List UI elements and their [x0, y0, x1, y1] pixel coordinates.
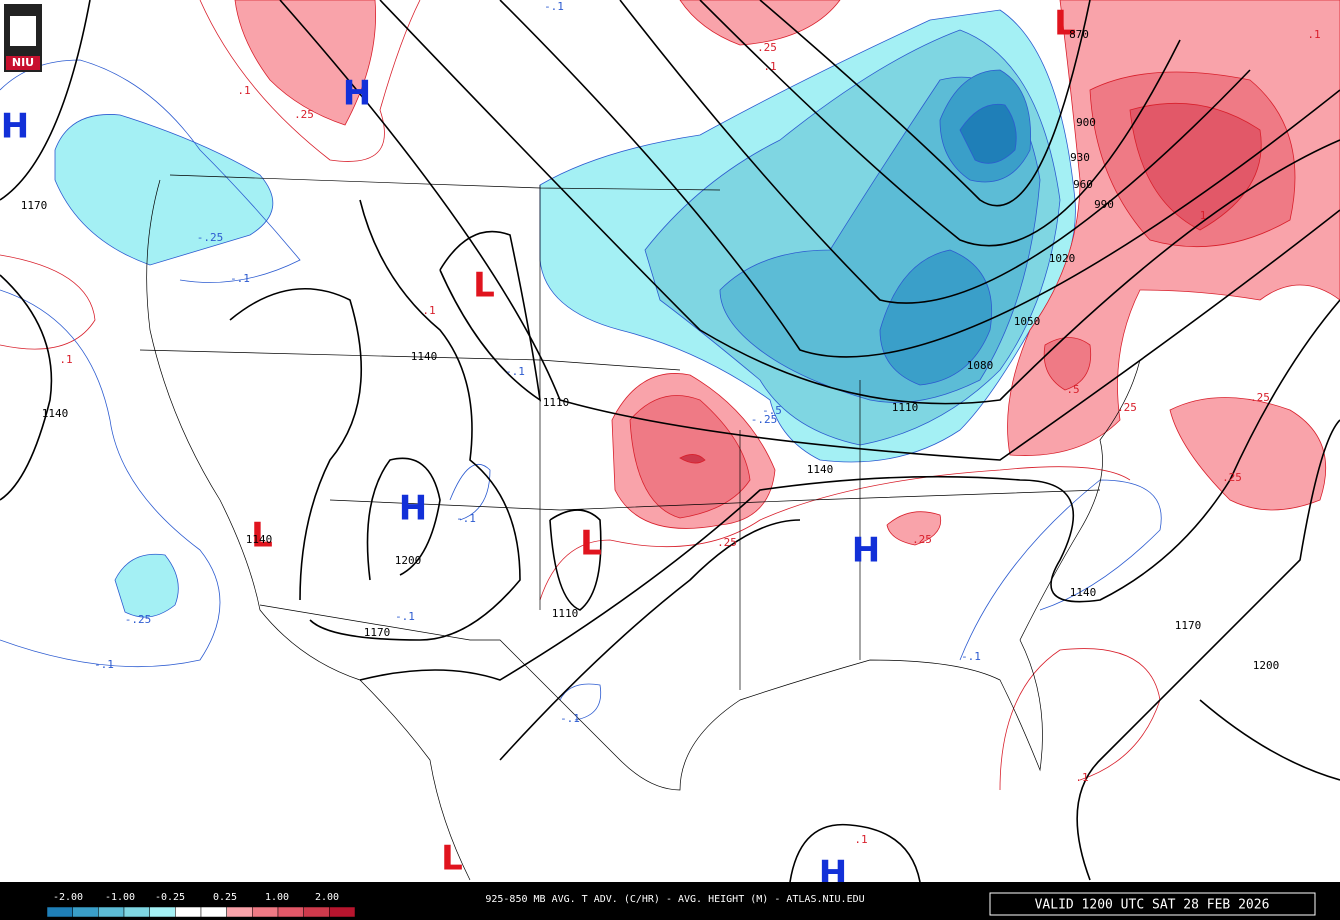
pressure-center: H	[343, 74, 371, 114]
contour-label: .5	[1066, 383, 1079, 396]
colorbar-swatch	[329, 906, 356, 918]
contour-label: 1200	[395, 554, 422, 567]
colorbar-label: -0.25	[155, 892, 185, 903]
contour-label: 1140	[807, 463, 834, 476]
colorbar: -2.00 -1.00 -0.25 0.25 1.00 2.00	[46, 892, 356, 918]
contour-label: -.1	[230, 272, 250, 285]
colorbar-swatch	[46, 906, 73, 918]
height-contours	[0, 0, 1340, 883]
contour-label: 930	[1070, 151, 1090, 164]
contour-label: .1	[59, 353, 72, 366]
contour-label: -.1	[395, 610, 415, 623]
colorbar-label: -1.00	[105, 892, 135, 903]
contour-label: 1	[1200, 209, 1207, 222]
contour-label: 1140	[246, 533, 273, 546]
contour-label: 1110	[543, 396, 570, 409]
contour-label: 1140	[1070, 586, 1097, 599]
footer-title: 925-850 MB AVG. T ADV. (C/HR) - AVG. HEI…	[485, 894, 864, 905]
contour-label: 1170	[1175, 619, 1202, 632]
cold-advection	[54, 9, 1076, 618]
colorbar-swatch	[303, 906, 330, 918]
colorbar-swatch	[175, 906, 202, 918]
contour-label: -.5	[762, 404, 782, 417]
contour-label: 990	[1094, 198, 1114, 211]
colorbar-swatch	[123, 906, 150, 918]
logo-text: NIU	[12, 56, 34, 69]
contour-label: .1	[1075, 771, 1088, 784]
contour-label: .25	[1250, 391, 1270, 404]
contour-label: .1	[422, 304, 435, 317]
contour-label: 900	[1076, 116, 1096, 129]
contour-label: -.1	[94, 658, 114, 671]
contour-label: 1110	[892, 401, 919, 414]
contour-label: -.1	[544, 0, 564, 13]
contour-label: -.25	[125, 613, 152, 626]
contour-label: 1140	[411, 350, 438, 363]
contour-label: -.25	[751, 413, 778, 426]
outlines	[139, 174, 1141, 881]
contour-label: .25	[1222, 471, 1242, 484]
contour-label: -.1	[505, 365, 525, 378]
contour-label: 1050	[1014, 315, 1041, 328]
contour-label: .1	[854, 833, 867, 846]
thin-contours	[0, 0, 1162, 791]
contour-label: 1200	[1253, 659, 1280, 672]
contour-label: 960	[1073, 178, 1093, 191]
colorbar-swatch	[277, 906, 304, 918]
contour-label: 870	[1069, 28, 1089, 41]
colorbar-swatch	[226, 906, 253, 918]
valid-time: VALID 1200 UTC SAT 28 FEB 2026	[1035, 898, 1270, 913]
contour-label: .1	[763, 60, 776, 73]
contour-label: .25	[757, 41, 777, 54]
valid-box	[989, 892, 1316, 916]
contour-label: .25	[717, 536, 737, 549]
colorbar-label: 0.25	[213, 892, 237, 903]
pressure-center: L	[441, 839, 463, 879]
logo: NIU	[4, 4, 42, 72]
colorbar-label: 1.00	[265, 892, 289, 903]
contour-label: -.1	[961, 650, 981, 663]
warm-advection	[234, 0, 1340, 546]
colorbar-label: -2.00	[53, 892, 83, 903]
contour-label: .1	[237, 84, 250, 97]
contour-label: 1080	[967, 359, 994, 372]
pressure-center: H	[852, 531, 880, 571]
pressure-center: L	[580, 524, 602, 564]
pressure-center: L	[251, 516, 273, 556]
contour-label: -.25	[197, 231, 224, 244]
pressure-center: L	[473, 266, 495, 306]
pressure-center: H	[1, 107, 29, 147]
contour-label: 1110	[552, 607, 579, 620]
contour-label: 1170	[21, 199, 48, 212]
colorbar-swatch	[200, 906, 227, 918]
contour-label: .1	[1307, 28, 1320, 41]
contour-label: .25	[1117, 401, 1137, 414]
contour-label: .25	[912, 533, 932, 546]
contour-label: -.1	[456, 512, 476, 525]
contour-label: 1170	[364, 626, 391, 639]
contour-label: -.1	[560, 712, 580, 725]
pressure-center: H	[399, 489, 427, 529]
contour-label: 1140	[42, 407, 69, 420]
contour-label: 1020	[1049, 252, 1076, 265]
contour-label: .25	[294, 108, 314, 121]
colorbar-swatch	[72, 906, 99, 918]
colorbar-swatch	[149, 906, 176, 918]
colorbar-swatch	[252, 906, 279, 918]
colorbar-swatch	[98, 906, 125, 918]
colorbar-label: 2.00	[315, 892, 339, 903]
pressure-center: L	[1054, 4, 1076, 44]
